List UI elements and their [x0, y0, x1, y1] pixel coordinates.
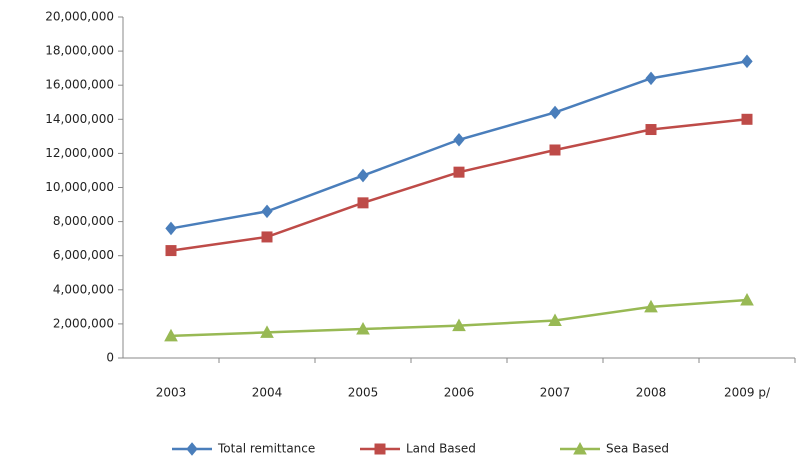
data-point	[549, 105, 561, 120]
y-tick-label: 12,000,000	[45, 146, 114, 160]
data-point	[261, 231, 273, 243]
data-point	[260, 325, 274, 338]
y-tick-label: 14,000,000	[45, 112, 114, 126]
x-tick-label: 2008	[636, 386, 667, 400]
y-tick-label: 8,000,000	[53, 214, 114, 228]
data-point	[356, 321, 370, 335]
data-point	[645, 124, 657, 136]
data-point	[357, 168, 369, 183]
y-tick-label: 10,000,000	[45, 180, 114, 194]
y-tick-label: 6,000,000	[53, 248, 114, 262]
legend-label: Land Based	[406, 442, 476, 456]
data-point	[357, 197, 369, 209]
x-tick-label: 2007	[540, 386, 571, 400]
x-tick-label: 2009 p/	[724, 386, 771, 400]
data-point	[741, 54, 753, 69]
data-point	[644, 299, 658, 313]
y-tick-label: 20,000,000	[45, 10, 114, 24]
data-point	[453, 132, 465, 147]
legend-marker	[573, 441, 587, 455]
data-point	[645, 71, 657, 86]
data-point	[164, 328, 178, 342]
legend-marker	[374, 443, 386, 455]
data-point	[165, 245, 177, 257]
x-tick-label: 2003	[156, 386, 187, 400]
data-point	[452, 318, 466, 332]
y-tick-label: 16,000,000	[45, 78, 114, 92]
data-point	[165, 221, 177, 236]
legend-label: Total remittance	[217, 442, 315, 456]
legend-label: Sea Based	[606, 442, 669, 456]
y-tick-label: 2,000,000	[53, 316, 114, 330]
y-tick-label: 0	[106, 351, 114, 365]
data-point	[740, 292, 754, 306]
x-tick-label: 2004	[252, 386, 283, 400]
data-point	[548, 313, 562, 326]
legend-marker	[186, 442, 198, 456]
data-point	[741, 113, 753, 125]
y-tick-label: 4,000,000	[53, 282, 114, 296]
x-tick-label: 2005	[348, 386, 379, 400]
data-point	[453, 166, 465, 178]
data-point	[261, 204, 273, 219]
x-tick-label: 2006	[444, 386, 475, 400]
data-point	[549, 144, 561, 156]
y-tick-label: 18,000,000	[45, 44, 114, 58]
